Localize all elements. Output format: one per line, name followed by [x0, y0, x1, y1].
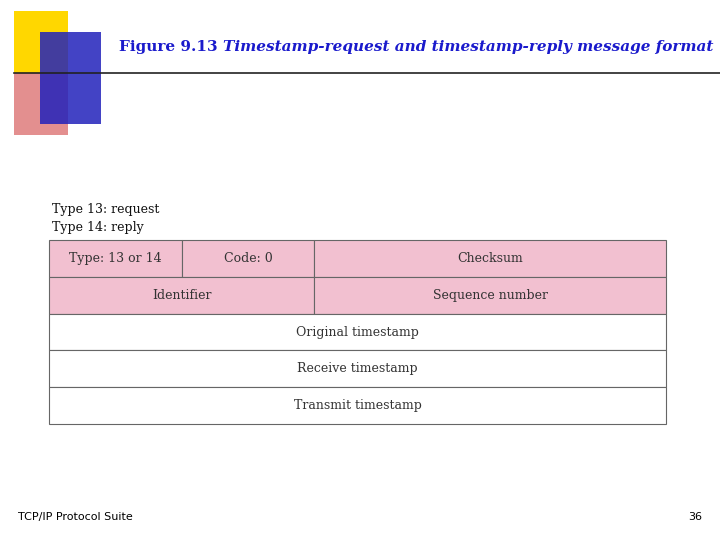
Text: Type: 13 or 14: Type: 13 or 14	[69, 252, 161, 265]
Text: Type 13: request
Type 14: reply: Type 13: request Type 14: reply	[52, 202, 159, 234]
Text: Figure 9.13: Figure 9.13	[119, 40, 217, 54]
Bar	[49, 350, 666, 387]
Text: Timestamp-request and timestamp-reply message format: Timestamp-request and timestamp-reply me…	[223, 40, 714, 54]
Bar	[14, 11, 68, 73]
Text: Receive timestamp: Receive timestamp	[297, 362, 418, 375]
Bar	[315, 277, 666, 314]
Bar	[14, 73, 68, 135]
Text: Transmit timestamp: Transmit timestamp	[294, 399, 421, 412]
Text: 36: 36	[688, 512, 702, 522]
Bar	[49, 314, 666, 350]
Bar	[49, 240, 181, 277]
Text: Checksum: Checksum	[457, 252, 523, 265]
Text: Identifier: Identifier	[152, 289, 212, 302]
Bar	[40, 32, 101, 124]
Bar	[49, 387, 666, 424]
Text: Original timestamp: Original timestamp	[296, 326, 419, 339]
Bar	[181, 240, 315, 277]
Bar	[315, 240, 666, 277]
Bar	[49, 277, 315, 314]
Text: Sequence number: Sequence number	[433, 289, 548, 302]
Text: Code: 0: Code: 0	[224, 252, 272, 265]
Text: TCP/IP Protocol Suite: TCP/IP Protocol Suite	[18, 512, 132, 522]
